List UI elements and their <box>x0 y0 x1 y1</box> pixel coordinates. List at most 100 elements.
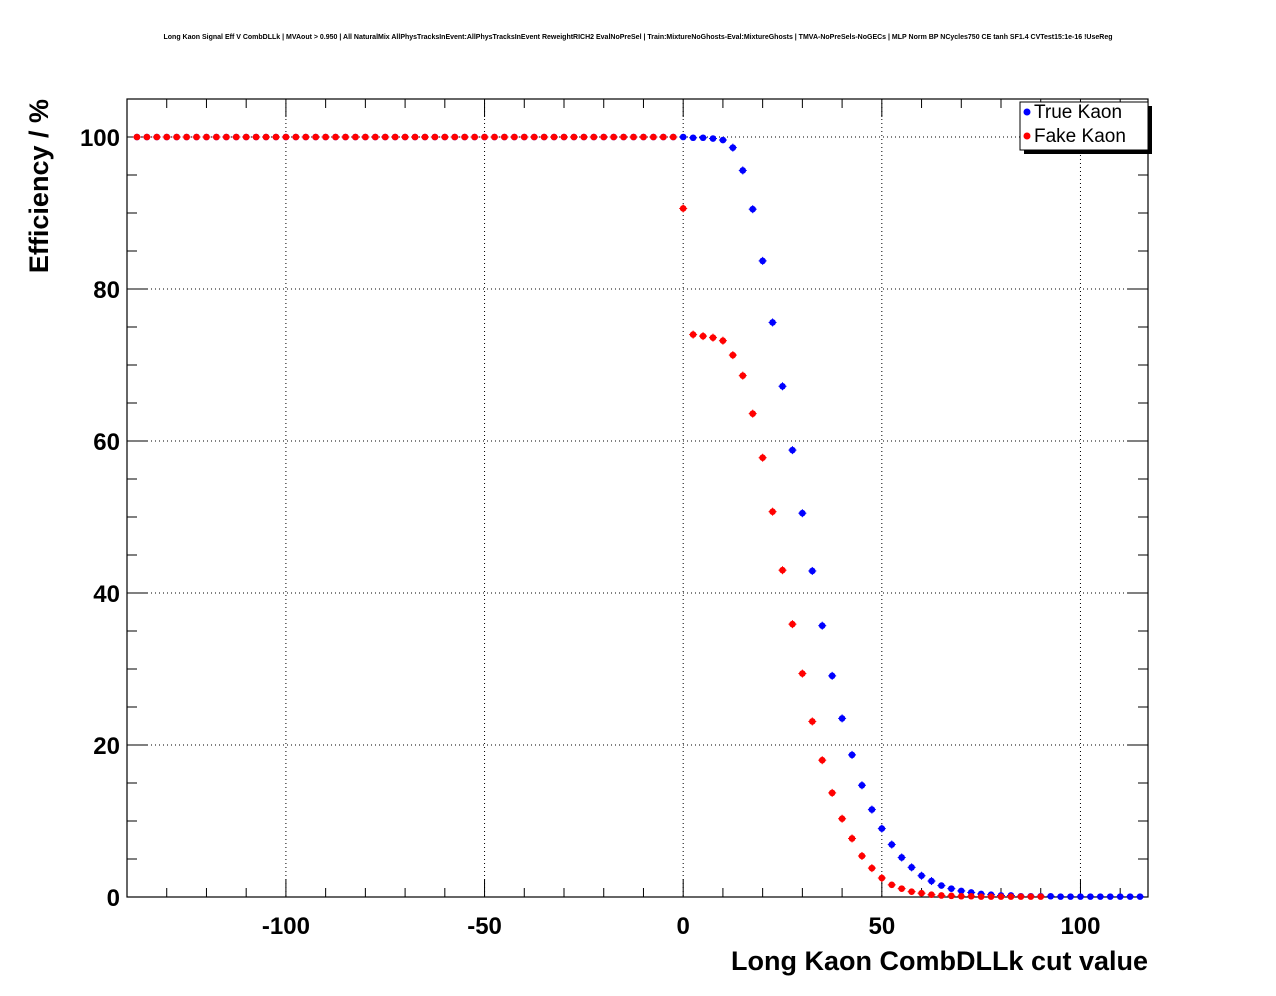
y-tick-label: 40 <box>93 581 120 608</box>
data-point <box>908 864 915 871</box>
data-point <box>908 888 915 895</box>
data-point <box>739 167 747 174</box>
data-point <box>352 133 359 141</box>
data-point <box>779 382 786 390</box>
y-tick-label: 100 <box>80 125 120 152</box>
data-point <box>1097 893 1104 900</box>
data-point <box>868 864 876 872</box>
data-point <box>153 133 161 141</box>
data-point <box>809 718 816 725</box>
data-point <box>928 891 935 899</box>
data-point <box>997 893 1005 900</box>
data-point <box>818 622 826 629</box>
x-tick-label: 50 <box>868 913 895 940</box>
data-point <box>193 133 200 141</box>
series-fake-kaon <box>132 133 1045 900</box>
data-point <box>183 133 190 141</box>
data-point <box>858 781 866 789</box>
data-point <box>1067 893 1074 900</box>
data-point <box>272 133 280 141</box>
data-point <box>679 205 687 212</box>
axis-ticks <box>126 98 1148 898</box>
data-point <box>669 133 677 141</box>
data-point <box>759 454 766 462</box>
data-point <box>322 133 329 141</box>
data-series <box>132 133 1145 900</box>
data-point <box>868 806 876 813</box>
data-point <box>769 508 776 515</box>
data-point <box>769 319 776 326</box>
data-point <box>749 410 757 417</box>
data-point <box>302 133 310 141</box>
data-point <box>948 885 955 892</box>
x-tick-label: -50 <box>467 913 502 940</box>
data-point <box>173 133 180 141</box>
data-point <box>262 133 270 141</box>
data-point <box>1017 893 1025 900</box>
data-point <box>530 133 538 141</box>
legend-marker-fake-kaon <box>1023 132 1031 140</box>
data-point <box>828 789 836 797</box>
data-point <box>491 133 498 141</box>
data-point <box>799 509 806 517</box>
data-point <box>779 566 786 574</box>
data-point <box>421 133 429 141</box>
data-point <box>689 331 697 338</box>
data-point <box>511 133 518 141</box>
data-point <box>967 892 975 900</box>
data-point <box>878 874 886 882</box>
data-point <box>620 133 627 141</box>
data-point <box>759 257 766 265</box>
data-point <box>133 133 141 141</box>
data-point <box>501 133 508 141</box>
data-point <box>560 133 568 141</box>
data-point <box>391 133 399 141</box>
data-point <box>938 882 945 889</box>
data-point <box>898 854 905 861</box>
data-point <box>739 372 747 379</box>
data-point <box>401 133 409 141</box>
data-point <box>143 133 151 141</box>
x-tick-label: 0 <box>677 913 690 940</box>
data-point <box>431 133 439 141</box>
data-point <box>610 133 617 141</box>
data-point <box>461 133 468 141</box>
data-point <box>590 133 598 141</box>
x-tick-label: -100 <box>262 913 310 940</box>
tick-labels: -100 -50 0 50 100 0 20 40 60 80 100 <box>80 125 1101 940</box>
data-point <box>888 881 896 889</box>
data-point <box>928 877 935 885</box>
data-point <box>799 670 806 677</box>
data-point <box>809 567 816 575</box>
x-axis-title: Long Kaon CombDLLk cut value <box>731 946 1148 976</box>
chart-title: Long Kaon Signal Eff V CombDLLk | MVAout… <box>163 34 1113 41</box>
data-point <box>838 815 846 823</box>
data-point <box>282 133 290 141</box>
data-point <box>441 133 449 141</box>
data-point <box>918 889 925 897</box>
data-point <box>1057 893 1064 900</box>
data-point <box>719 136 727 144</box>
data-point <box>471 133 478 141</box>
data-point <box>749 205 757 213</box>
data-point <box>570 133 578 141</box>
legend-label-true-kaon: True Kaon <box>1034 102 1122 123</box>
data-point <box>292 133 300 141</box>
data-point <box>481 133 488 141</box>
data-point <box>600 133 608 141</box>
data-point <box>699 134 707 142</box>
data-point <box>213 133 220 141</box>
data-point <box>1047 892 1054 900</box>
legend-marker-true-kaon <box>1023 108 1031 116</box>
data-point <box>451 133 459 141</box>
data-point <box>957 887 965 895</box>
data-point <box>1027 893 1035 900</box>
y-tick-label: 80 <box>93 277 120 304</box>
data-point <box>252 133 260 141</box>
data-point <box>1136 893 1144 900</box>
data-point <box>520 133 528 141</box>
data-point <box>729 144 737 151</box>
legend: True Kaon Fake Kaon <box>1019 101 1152 154</box>
data-point <box>878 825 886 832</box>
